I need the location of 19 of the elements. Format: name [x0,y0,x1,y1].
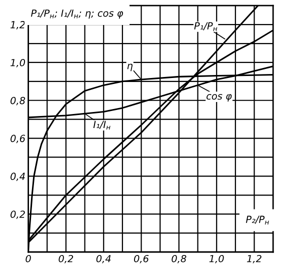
y-tick-label: 0,8 [10,96,26,106]
y-tick-label: 1,2 [10,21,25,30]
annotation: P₁/P$_{н}$ [194,22,218,31]
annotation: I₁/I$_{н}$ [93,120,110,130]
x-tick-label: 0,8 [172,254,186,264]
x-axis-title: P₂/P$_{н}$ [246,216,269,224]
y-tick-label: 0,6 [10,134,26,144]
annotation: cos φ [206,94,232,102]
y-tick-label: 0,2 [10,210,25,219]
x-tick-label: 0,6 [134,254,149,264]
x-tick-label: 0 [26,254,31,262]
x-tick-label: 0,2 [58,254,74,264]
x-tick-label: 1,2 [247,254,262,264]
x-tick-label: 0,4 [96,254,111,264]
x-tick-label: 1,0 [209,254,224,264]
y-axis-title: P₁/P$_{н}$; I₁/I$_{н}$; η; cos φ [31,10,124,19]
annotation: η [127,64,132,72]
y-tick-label: 0,4 [10,172,25,182]
y-tick-label: 1,0 [10,58,26,68]
